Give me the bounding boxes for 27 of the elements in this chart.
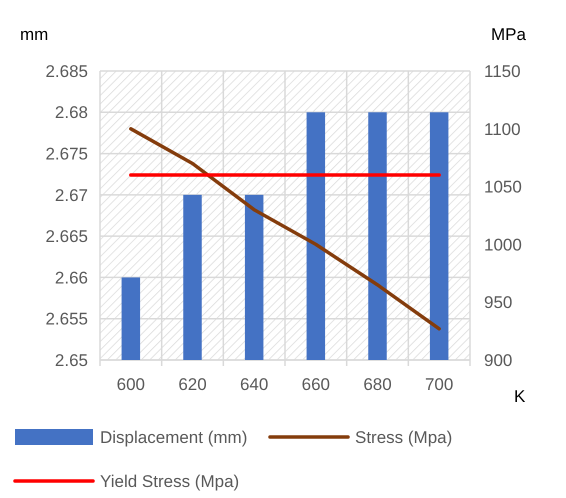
y2-tick-label: 1000 xyxy=(484,235,522,254)
y-tick-label: 2.68 xyxy=(54,103,88,122)
y2-axis-title: MPa xyxy=(491,25,526,44)
y-tick-label: 2.67 xyxy=(54,186,88,205)
y-tick-label: 2.65 xyxy=(54,350,88,370)
y2-tick-label: 1050 xyxy=(484,178,522,197)
x-tick-label: 600 xyxy=(116,375,146,394)
y-tick-label: 2.66 xyxy=(54,268,88,288)
x-tick-label: 700 xyxy=(424,375,454,394)
x-axis-title: K xyxy=(514,387,526,406)
legend-label: Displacement (mm) xyxy=(100,428,248,447)
y2-tick-label: 1150 xyxy=(484,62,521,81)
y-axis-title: mm xyxy=(20,25,48,44)
y-tick-label: 2.675 xyxy=(45,144,88,164)
legend-label: Yield Stress (Mpa) xyxy=(100,472,240,491)
y2-tick-label: 950 xyxy=(484,293,512,312)
y-tick-label: 2.665 xyxy=(45,227,88,246)
y2-tick-label: 1100 xyxy=(484,120,521,139)
x-tick-label: 640 xyxy=(240,375,268,394)
legend-label: Stress (Mpa) xyxy=(355,428,452,447)
y-tick-label: 2.655 xyxy=(45,310,88,329)
x-tick-label: 680 xyxy=(363,375,392,394)
x-tick-label: 620 xyxy=(178,375,207,394)
x-tick-label: 660 xyxy=(302,375,330,394)
y-tick-label: 2.685 xyxy=(45,62,88,81)
y2-tick-label: 900 xyxy=(484,350,512,370)
line-series xyxy=(129,127,441,331)
